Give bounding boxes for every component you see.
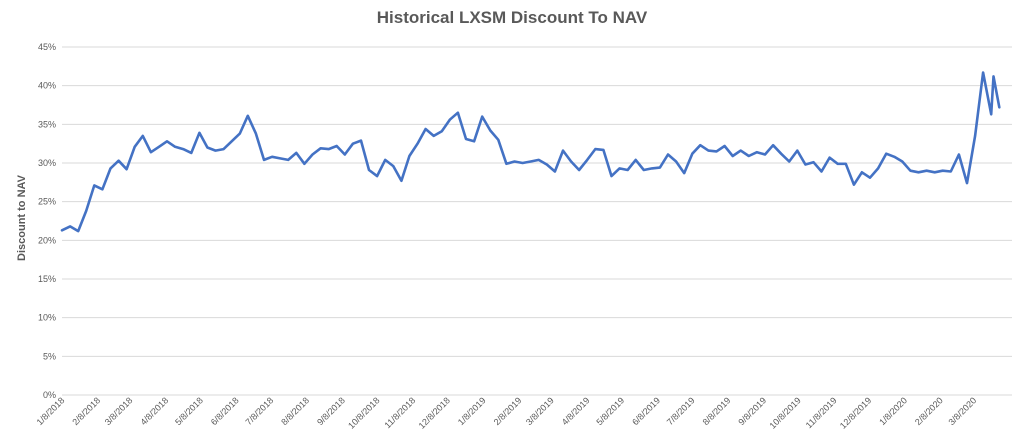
y-tick-label: 30% bbox=[38, 158, 56, 168]
x-tick-label: 5/8/2018 bbox=[173, 395, 205, 427]
x-tick-label: 3/8/2020 bbox=[946, 395, 978, 427]
y-axis-label: Discount to NAV bbox=[16, 174, 28, 261]
y-tick-label: 35% bbox=[38, 119, 56, 129]
y-tick-label: 45% bbox=[38, 42, 56, 52]
x-tick-label: 2/8/2020 bbox=[913, 395, 945, 427]
x-tick-label: 10/8/2018 bbox=[346, 395, 381, 430]
gridlines bbox=[62, 46, 1012, 396]
y-tick-label: 20% bbox=[38, 235, 56, 245]
x-tick-label: 5/8/2019 bbox=[594, 395, 626, 427]
x-tick-label: 2/8/2018 bbox=[70, 395, 102, 427]
x-tick-label: 1/8/2020 bbox=[877, 395, 909, 427]
y-tick-label: 25% bbox=[38, 197, 56, 207]
x-tick-label: 2/8/2019 bbox=[492, 395, 524, 427]
y-tick-label: 15% bbox=[38, 274, 56, 284]
x-tick-label: 4/8/2019 bbox=[560, 395, 592, 427]
x-tick-label: 9/8/2019 bbox=[736, 395, 768, 427]
x-tick-label: 6/8/2019 bbox=[630, 395, 662, 427]
x-tick-label: 7/8/2019 bbox=[665, 395, 697, 427]
x-tick-label: 8/8/2019 bbox=[701, 395, 733, 427]
x-tick-label: 12/8/2018 bbox=[417, 395, 452, 430]
x-tick-label: 6/8/2018 bbox=[209, 395, 241, 427]
x-tick-label: 7/8/2018 bbox=[243, 395, 275, 427]
x-tick-label: 8/8/2018 bbox=[279, 395, 311, 427]
y-tick-label: 0% bbox=[43, 390, 56, 400]
y-tick-label: 10% bbox=[38, 313, 56, 323]
x-tick-label: 3/8/2018 bbox=[103, 395, 135, 427]
x-tick-label: 11/8/2018 bbox=[382, 395, 417, 430]
x-tick-label: 1/8/2019 bbox=[456, 395, 488, 427]
y-tick-label: 5% bbox=[43, 351, 56, 361]
x-tick-label: 9/8/2018 bbox=[315, 395, 347, 427]
chart-title: Historical LXSM Discount To NAV bbox=[376, 8, 648, 27]
x-tick-label: 1/8/2018 bbox=[35, 395, 67, 427]
y-tick-label: 40% bbox=[38, 81, 56, 91]
x-tick-label: 3/8/2019 bbox=[524, 395, 556, 427]
y-axis-ticks: 0% 5% 10% 15% 20% 25% 30% 35% 40% 45% bbox=[38, 42, 56, 400]
x-tick-label: 12/8/2019 bbox=[838, 395, 873, 430]
x-tick-label: 4/8/2018 bbox=[138, 395, 170, 427]
series-group bbox=[60, 71, 1001, 233]
series-line bbox=[60, 71, 1001, 233]
x-tick-label: 11/8/2019 bbox=[804, 395, 839, 430]
x-tick-label: 10/8/2019 bbox=[767, 395, 802, 430]
x-axis-ticks: 1/8/2018 2/8/2018 3/8/2018 4/8/2018 5/8/2018… bbox=[35, 395, 979, 430]
